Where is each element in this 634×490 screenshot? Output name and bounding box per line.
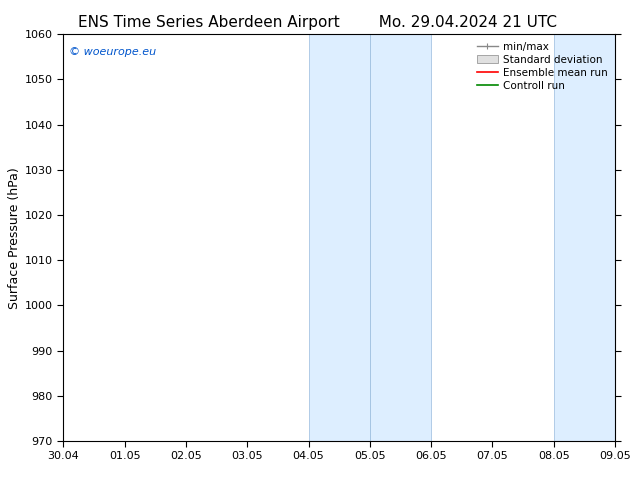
Y-axis label: Surface Pressure (hPa): Surface Pressure (hPa) [8, 167, 21, 309]
Bar [370, 34, 431, 441]
Bar [553, 34, 615, 441]
Bar [615, 34, 634, 441]
Bar [309, 34, 370, 441]
Text: ENS Time Series Aberdeen Airport        Mo. 29.04.2024 21 UTC: ENS Time Series Aberdeen Airport Mo. 29.… [77, 15, 557, 30]
Text: © woeurope.eu: © woeurope.eu [69, 47, 156, 56]
Legend: min/max, Standard deviation, Ensemble mean run, Controll run: min/max, Standard deviation, Ensemble me… [473, 37, 612, 95]
